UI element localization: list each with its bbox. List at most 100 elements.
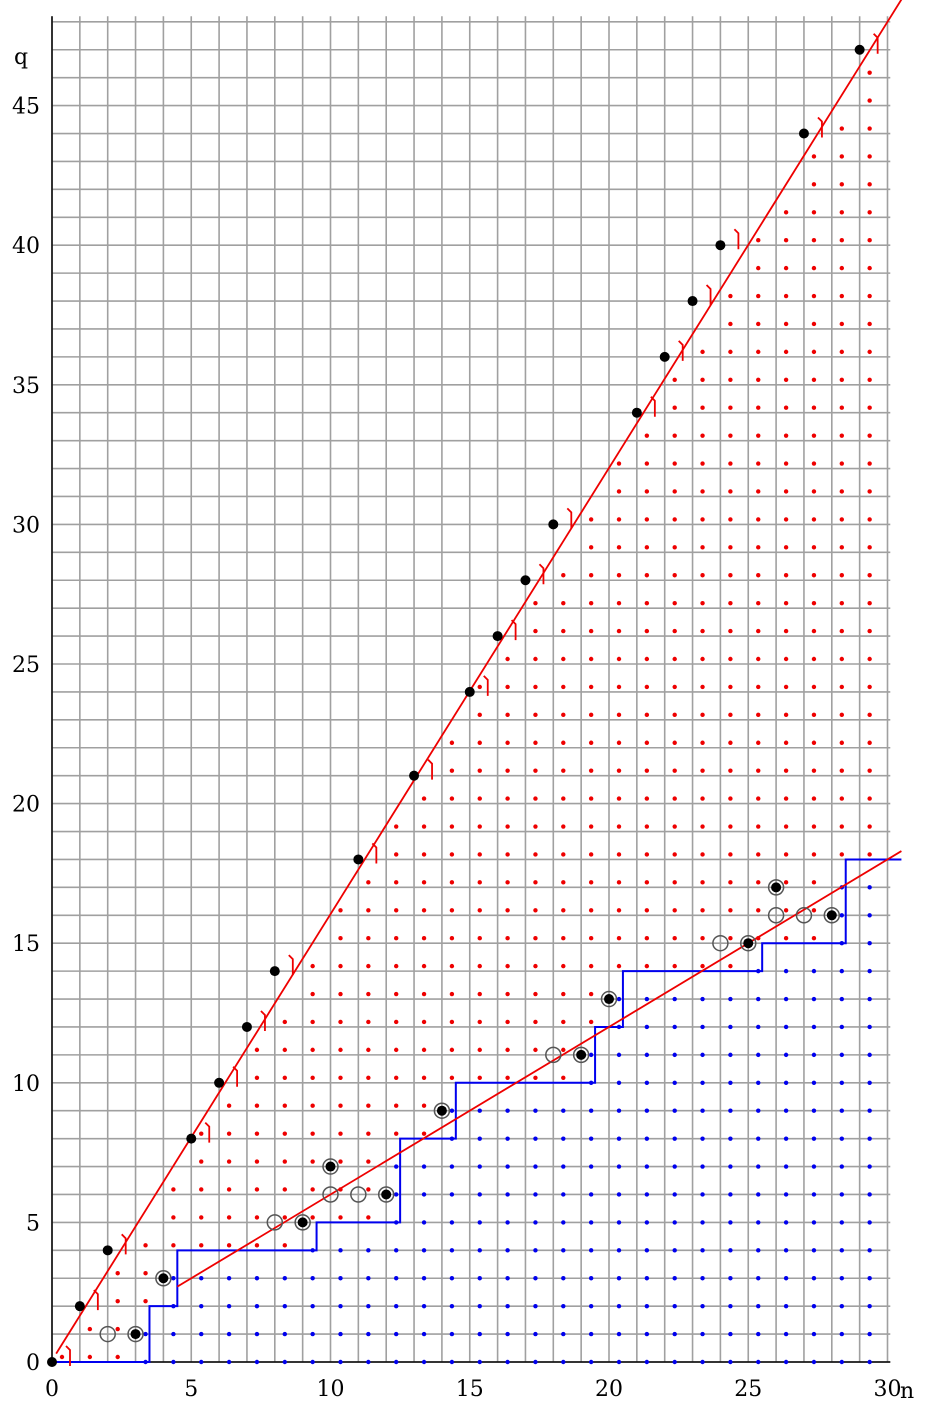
red-notch <box>817 116 823 138</box>
red-dot <box>728 880 733 885</box>
red-dot <box>700 656 705 662</box>
red-dot <box>421 1131 427 1136</box>
blue-dot <box>672 1248 677 1253</box>
x-axis-label: n <box>900 1379 914 1404</box>
blue-dot <box>394 1248 399 1253</box>
red-dot <box>867 238 872 243</box>
red-dot <box>728 573 733 578</box>
red-dot <box>644 880 650 885</box>
red-dot <box>616 517 622 522</box>
red-dot <box>783 293 789 299</box>
red-dot <box>588 545 594 550</box>
red-dot <box>533 796 538 801</box>
red-dot <box>588 517 594 522</box>
red-dot <box>756 768 761 773</box>
blue-dot <box>700 1359 705 1365</box>
black-point <box>576 1049 587 1060</box>
blue-dot <box>700 1024 705 1030</box>
black-point <box>214 1077 225 1088</box>
red-dot <box>588 880 594 885</box>
blue-dot <box>644 1024 650 1030</box>
blue-dot <box>867 941 872 946</box>
red-dot <box>672 461 677 466</box>
red-dot <box>783 517 789 522</box>
red-dot <box>700 461 705 466</box>
blue-dot <box>588 1192 594 1197</box>
red-dot <box>756 321 761 327</box>
red-dot <box>867 573 872 578</box>
red-dot <box>421 991 427 997</box>
blue-dot <box>616 1192 622 1197</box>
black-point <box>520 575 531 586</box>
blue-dot <box>588 1359 594 1365</box>
blue-dot <box>867 1192 872 1197</box>
blue-dot <box>394 1192 399 1197</box>
red-dot <box>700 852 705 857</box>
red-dot <box>616 880 622 885</box>
red-dot <box>783 210 789 215</box>
red-dot <box>171 1215 176 1220</box>
blue-dot <box>756 1276 761 1281</box>
red-dot <box>449 768 455 773</box>
black-point <box>548 519 559 530</box>
red-dot <box>115 1271 120 1276</box>
blue-dot <box>143 1331 148 1337</box>
red-dot <box>561 1075 566 1081</box>
black-point <box>186 1133 197 1144</box>
red-dot <box>728 321 733 327</box>
blue-dot <box>672 1108 677 1113</box>
red-dot-field <box>59 70 872 1360</box>
red-dot <box>588 796 594 801</box>
blue-dot <box>672 1359 677 1365</box>
red-dot <box>783 461 789 466</box>
red-dot <box>811 489 817 494</box>
blue-dot <box>867 1248 872 1253</box>
red-dot <box>700 628 705 634</box>
red-dot <box>839 265 844 271</box>
blue-dot <box>616 1052 622 1058</box>
red-dot <box>700 880 705 885</box>
blue-dot <box>449 1359 455 1365</box>
blue-dot <box>756 1192 761 1197</box>
red-dot <box>867 265 872 271</box>
black-point <box>492 631 503 642</box>
blue-dot <box>839 1331 844 1337</box>
blue-dot <box>700 1220 705 1225</box>
blue-dot <box>756 1024 761 1030</box>
red-dot <box>421 852 427 857</box>
red-dot <box>867 70 872 75</box>
red-dot <box>839 628 844 634</box>
blue-dot <box>449 1276 455 1281</box>
black-point <box>826 910 837 921</box>
red-notch <box>483 675 489 696</box>
blue-dot <box>644 1276 650 1281</box>
blue-dot <box>199 1276 204 1281</box>
red-dot <box>672 824 677 829</box>
red-dot <box>644 963 650 969</box>
red-dot <box>839 210 844 215</box>
blue-dot <box>421 1276 427 1281</box>
blue-dot <box>672 1220 677 1225</box>
red-dot <box>783 628 789 634</box>
red-dot <box>561 684 566 690</box>
blue-dot <box>394 1303 399 1309</box>
red-dot <box>171 1243 176 1248</box>
blue-dot <box>756 1303 761 1309</box>
blue-dot <box>728 1276 733 1281</box>
red-dot <box>338 1215 343 1220</box>
red-dot <box>199 1215 204 1220</box>
red-dot <box>282 1047 287 1053</box>
x-tick-label: 10 <box>317 1377 345 1402</box>
red-dot <box>533 852 538 857</box>
black-point <box>297 1217 308 1228</box>
red-dot <box>226 1159 232 1164</box>
blue-dot <box>505 1192 510 1197</box>
red-dot <box>421 936 427 941</box>
blue-dot <box>421 1331 427 1337</box>
red-dot <box>811 768 817 773</box>
red-dot <box>756 433 761 438</box>
blue-dot <box>644 1220 650 1225</box>
red-dot <box>366 880 371 885</box>
red-dot <box>672 573 677 578</box>
red-dot <box>867 600 872 606</box>
